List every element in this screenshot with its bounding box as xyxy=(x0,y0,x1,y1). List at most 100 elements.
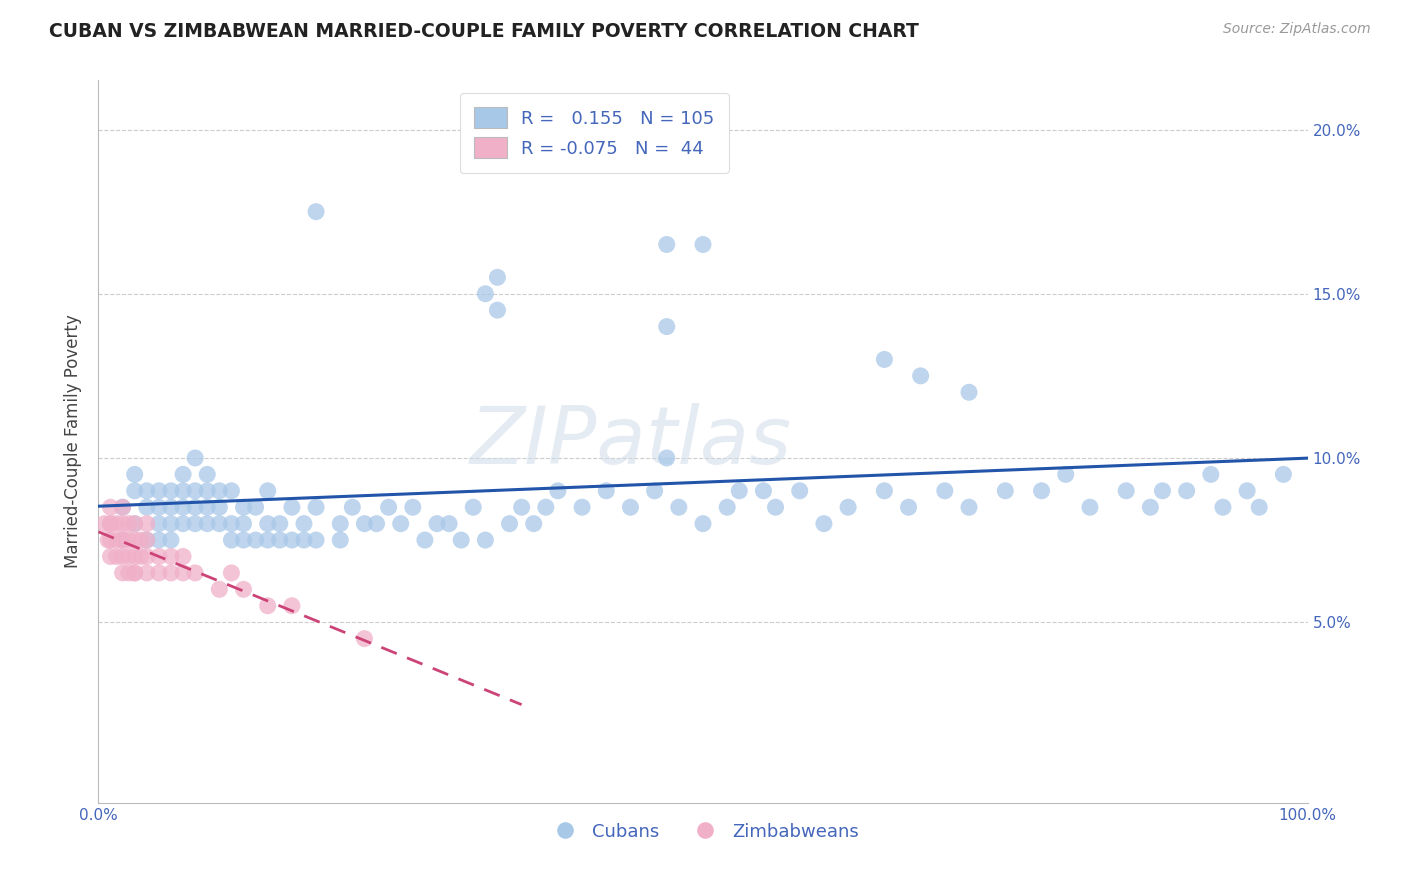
Point xyxy=(510,500,533,515)
Point xyxy=(934,483,956,498)
Point xyxy=(111,533,134,547)
Point xyxy=(245,533,267,547)
Point xyxy=(957,500,980,515)
Point xyxy=(124,566,146,580)
Point xyxy=(1272,467,1295,482)
Point xyxy=(124,516,146,531)
Point xyxy=(208,483,231,498)
Point xyxy=(873,352,896,367)
Point xyxy=(160,533,183,547)
Point xyxy=(765,500,787,515)
Point xyxy=(100,533,122,547)
Point xyxy=(292,533,315,547)
Point xyxy=(910,368,932,383)
Point xyxy=(305,204,328,219)
Point xyxy=(111,516,134,531)
Point xyxy=(148,549,170,564)
Point xyxy=(195,500,218,515)
Point xyxy=(105,533,128,547)
Point xyxy=(148,483,170,498)
Point xyxy=(1054,467,1077,482)
Point xyxy=(105,549,128,564)
Point xyxy=(118,533,141,547)
Point xyxy=(111,533,134,547)
Point xyxy=(124,533,146,547)
Point xyxy=(353,516,375,531)
Point xyxy=(281,599,304,613)
Point xyxy=(100,516,122,531)
Point xyxy=(523,516,546,531)
Point xyxy=(269,516,291,531)
Point xyxy=(292,516,315,531)
Point xyxy=(256,533,278,547)
Point xyxy=(100,549,122,564)
Point xyxy=(426,516,449,531)
Text: ZIPatlas: ZIPatlas xyxy=(470,402,792,481)
Point xyxy=(135,549,157,564)
Point xyxy=(172,483,194,498)
Point xyxy=(160,516,183,531)
Point xyxy=(172,516,194,531)
Point xyxy=(124,467,146,482)
Point xyxy=(437,516,460,531)
Point xyxy=(1031,483,1053,498)
Point xyxy=(135,533,157,547)
Point xyxy=(111,500,134,515)
Point xyxy=(486,303,509,318)
Point xyxy=(208,582,231,597)
Point xyxy=(1152,483,1174,498)
Point xyxy=(184,500,207,515)
Point xyxy=(897,500,920,515)
Point xyxy=(221,533,243,547)
Point xyxy=(716,500,738,515)
Point xyxy=(1078,500,1101,515)
Point xyxy=(595,483,617,498)
Point xyxy=(547,483,569,498)
Point xyxy=(135,516,157,531)
Point xyxy=(124,483,146,498)
Point xyxy=(474,286,496,301)
Point xyxy=(172,467,194,482)
Point xyxy=(129,549,152,564)
Point xyxy=(160,500,183,515)
Point xyxy=(377,500,399,515)
Point xyxy=(172,500,194,515)
Point xyxy=(655,450,678,465)
Point xyxy=(873,483,896,498)
Point xyxy=(305,533,328,547)
Point xyxy=(160,566,183,580)
Point xyxy=(463,500,485,515)
Point xyxy=(160,549,183,564)
Point xyxy=(124,516,146,531)
Text: Source: ZipAtlas.com: Source: ZipAtlas.com xyxy=(1223,22,1371,37)
Point xyxy=(534,500,557,515)
Point xyxy=(172,566,194,580)
Point xyxy=(1139,500,1161,515)
Point xyxy=(97,533,120,547)
Y-axis label: Married-Couple Family Poverty: Married-Couple Family Poverty xyxy=(65,315,83,568)
Point xyxy=(105,516,128,531)
Point xyxy=(728,483,751,498)
Point xyxy=(118,566,141,580)
Point xyxy=(256,483,278,498)
Text: CUBAN VS ZIMBABWEAN MARRIED-COUPLE FAMILY POVERTY CORRELATION CHART: CUBAN VS ZIMBABWEAN MARRIED-COUPLE FAMIL… xyxy=(49,22,920,41)
Point xyxy=(232,582,254,597)
Point xyxy=(184,483,207,498)
Point xyxy=(232,533,254,547)
Point xyxy=(118,516,141,531)
Point xyxy=(135,566,157,580)
Point xyxy=(93,516,115,531)
Point xyxy=(184,516,207,531)
Point xyxy=(1199,467,1222,482)
Point xyxy=(329,516,352,531)
Point xyxy=(644,483,666,498)
Point xyxy=(498,516,520,531)
Point xyxy=(232,500,254,515)
Point xyxy=(342,500,364,515)
Point xyxy=(221,483,243,498)
Point xyxy=(148,500,170,515)
Point xyxy=(118,549,141,564)
Point xyxy=(100,500,122,515)
Legend: Cubans, Zimbabweans: Cubans, Zimbabweans xyxy=(540,815,866,848)
Point xyxy=(450,533,472,547)
